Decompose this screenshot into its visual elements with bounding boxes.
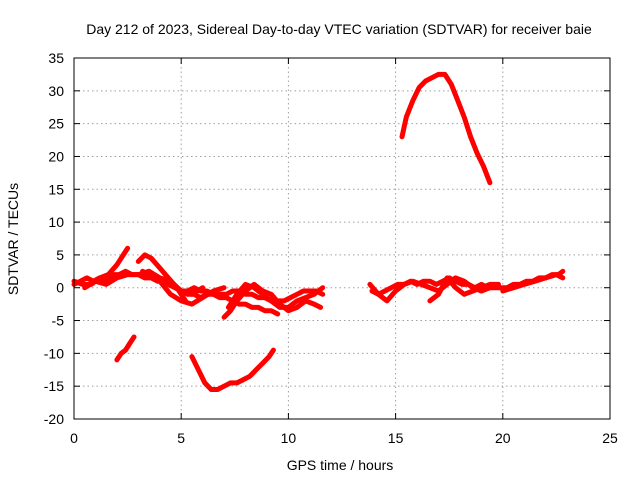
series-arc-15: [399, 71, 493, 186]
y-tick-label: -20: [44, 411, 64, 427]
x-tick-label: 10: [281, 430, 297, 446]
series-arc-9: [114, 334, 137, 363]
y-tick-label: 5: [56, 247, 64, 263]
series-arc-7: [225, 281, 326, 310]
series-arc-10: [189, 347, 276, 392]
y-tick-label: -5: [52, 313, 65, 329]
series-arc-6: [157, 278, 227, 307]
x-tick-label: 25: [602, 430, 618, 446]
series-arc-8: [221, 281, 324, 320]
y-tick-label: -10: [44, 345, 64, 361]
series-arc-13: [427, 275, 501, 304]
series-layer: [71, 71, 566, 392]
y-axis-label: SDTVAR / TECUs: [5, 183, 21, 295]
y-tick-label: 20: [48, 148, 64, 164]
chart-title: Day 212 of 2023, Sidereal Day-to-day VTE…: [86, 21, 592, 37]
y-tick-label: 15: [48, 181, 64, 197]
x-axis-label: GPS time / hours: [287, 457, 394, 473]
x-tick-label: 20: [495, 430, 511, 446]
y-tick-label: 0: [56, 280, 64, 296]
grid: [74, 58, 610, 419]
y-tick-label: 25: [48, 116, 64, 132]
y-tick-label: 35: [48, 50, 64, 66]
series-arc-12: [367, 275, 493, 304]
y-tick-label: 30: [48, 83, 64, 99]
series-arc-2: [71, 245, 131, 287]
series-arc-14: [500, 272, 566, 294]
plot-frame: [73, 57, 611, 420]
x-tick-label: 5: [177, 430, 185, 446]
y-tick-label: -15: [44, 378, 64, 394]
x-tick-label: 0: [70, 430, 78, 446]
x-tick-label: 15: [388, 430, 404, 446]
y-tick-label: 10: [48, 214, 64, 230]
